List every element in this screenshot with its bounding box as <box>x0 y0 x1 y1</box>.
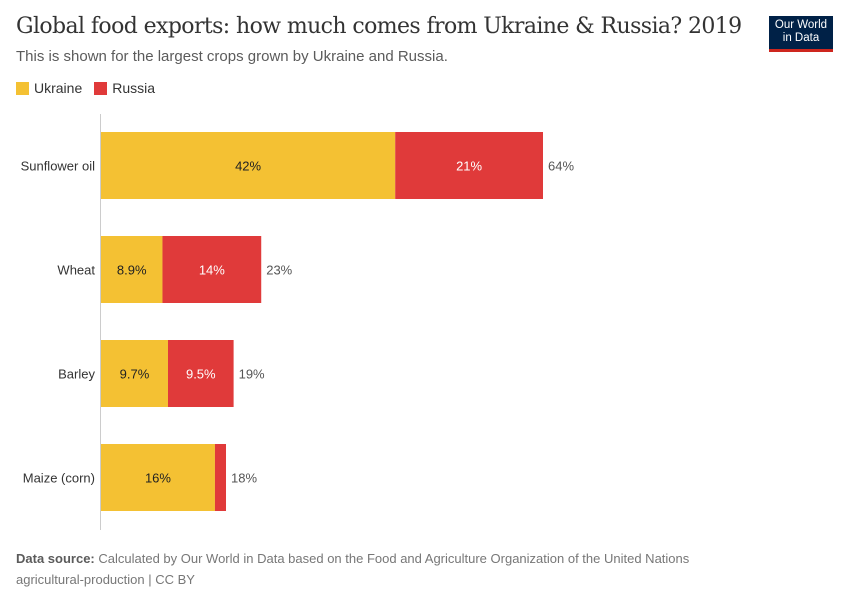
legend-item-ukraine[interactable]: Ukraine <box>16 80 82 96</box>
legend: Ukraine Russia <box>16 80 155 96</box>
data-label: 42% <box>235 159 261 174</box>
data-label: 14% <box>199 263 225 278</box>
footer: Data source: Calculated by Our World in … <box>16 548 689 590</box>
bar-segment-ukraine <box>101 236 163 303</box>
bar-segment-ukraine <box>101 340 168 407</box>
data-label: 8.9% <box>117 263 147 278</box>
total-label: 23% <box>266 263 292 278</box>
bar-segment-russia <box>167 340 234 407</box>
data-label: 16% <box>145 471 171 486</box>
source-text: Calculated by Our World in Data based on… <box>98 551 690 566</box>
legend-label: Ukraine <box>34 80 83 96</box>
data-label: 21% <box>456 159 482 174</box>
total-label: 19% <box>239 367 265 382</box>
category-label: Wheat <box>57 263 95 278</box>
legend-swatch <box>16 81 29 95</box>
license: agricultural-production | CC BY <box>16 572 195 587</box>
chart-title: Global food exports: how much comes from… <box>16 14 742 39</box>
source-label: Data source: <box>16 551 95 566</box>
owid-logo[interactable]: Our World in Data <box>769 16 833 52</box>
legend-swatch <box>94 81 108 95</box>
legend-item-russia[interactable]: Russia <box>94 80 155 96</box>
legend-label: Russia <box>112 80 156 96</box>
data-label: 9.7% <box>120 367 150 382</box>
bar-segment-russia <box>395 132 543 199</box>
logo-line: in Data <box>782 32 820 44</box>
data-label: 9.5% <box>186 367 216 382</box>
logo-line: Our World <box>774 19 828 31</box>
total-label: 64% <box>548 159 574 174</box>
category-label: Maize (corn) <box>23 471 95 486</box>
bar-segment-russia <box>214 444 227 511</box>
bar-segment-ukraine <box>101 444 215 511</box>
category-label: Sunflower oil <box>21 159 96 174</box>
chart-subtitle: This is shown for the largest crops grow… <box>16 48 448 65</box>
category-label: Barley <box>58 367 95 382</box>
bar-segment-russia <box>162 236 262 303</box>
total-label: 18% <box>231 471 257 486</box>
bar-segment-ukraine <box>101 132 396 199</box>
